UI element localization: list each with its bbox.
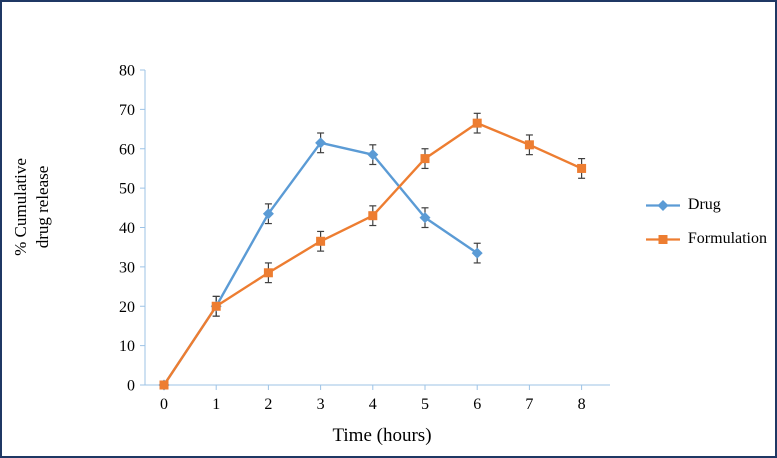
- x-tick-label: 3: [317, 396, 325, 413]
- y-tick-label: 80: [119, 63, 135, 80]
- data-point-marker: [472, 118, 482, 128]
- y-tick-label: 0: [127, 378, 135, 395]
- x-tick-label: 1: [212, 396, 220, 413]
- y-tick-label: 60: [119, 141, 135, 158]
- data-point-marker: [524, 140, 534, 150]
- data-point-marker: [159, 380, 169, 390]
- formulation-series-marker-icon: [645, 234, 680, 244]
- drug-series-marker-icon: [645, 199, 680, 211]
- x-tick-label: 5: [421, 396, 429, 413]
- legend-item-drug: Drug: [645, 196, 767, 214]
- series-line-drug: [162, 141, 479, 387]
- y-tick-label: 50: [119, 181, 135, 198]
- y-tick-label: 30: [119, 259, 135, 276]
- y-tick-label: 20: [119, 299, 135, 316]
- data-point-marker: [263, 268, 273, 278]
- x-tick-label: 0: [160, 396, 168, 413]
- data-point-marker: [471, 247, 483, 259]
- legend: Drug Formulation: [645, 196, 767, 248]
- x-tick-label: 8: [578, 396, 586, 413]
- data-point-marker: [262, 208, 274, 220]
- legend-label-drug: Drug: [687, 196, 721, 213]
- x-tick-label: 6: [473, 396, 481, 413]
- y-axis-title-text: % Cumulative drug release: [10, 158, 52, 256]
- y-tick-label: 40: [119, 220, 135, 237]
- data-point-marker: [315, 137, 327, 149]
- y-axis-title: % Cumulative drug release: [7, 151, 57, 263]
- data-point-marker: [316, 236, 326, 246]
- data-point-marker: [420, 154, 430, 164]
- data-point-marker: [368, 211, 378, 221]
- x-tick-label: 2: [264, 396, 272, 413]
- legend-item-formulation: Formulation: [645, 230, 767, 248]
- data-point-marker: [211, 301, 221, 311]
- data-point-marker: [367, 149, 379, 161]
- data-point-marker: [419, 212, 431, 224]
- y-tick-label: 10: [119, 338, 135, 355]
- x-tick-label: 7: [525, 396, 533, 413]
- x-tick-label: 4: [369, 396, 377, 413]
- x-axis-title: Time (hours): [332, 425, 432, 446]
- legend-label-formulation: Formulation: [687, 230, 767, 247]
- y-tick-label: 70: [119, 102, 135, 119]
- axis-lines: [144, 70, 610, 386]
- data-point-marker: [577, 163, 587, 173]
